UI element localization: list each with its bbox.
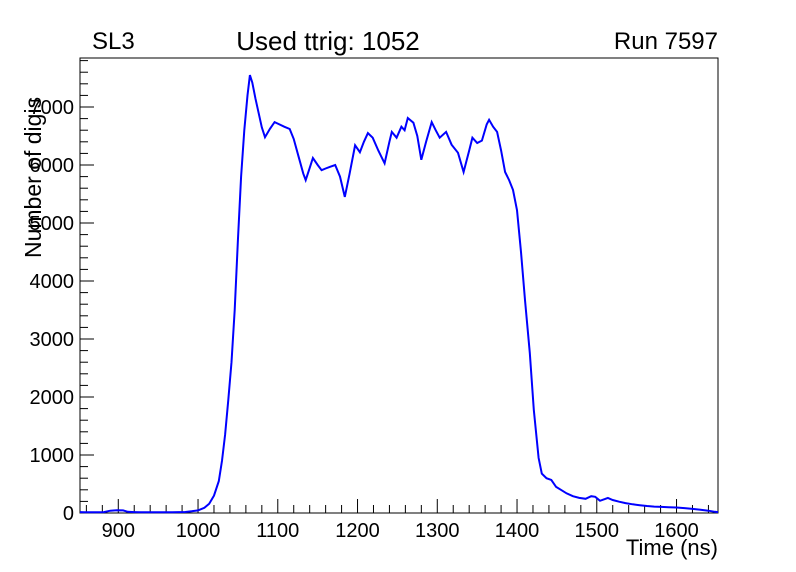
y-tick-label: 5000 (30, 213, 75, 235)
y-tick-label: 0 (63, 503, 74, 525)
x-tick-label: 1200 (335, 520, 380, 542)
x-axis-title: Time (ns) (625, 535, 718, 560)
y-tick-label: 6000 (30, 155, 75, 177)
x-tick-label: 1400 (495, 520, 540, 542)
superlayer-title: SL3 (92, 28, 135, 55)
series-drift-time-distribution (79, 74, 719, 514)
y-tick-label: 4000 (30, 271, 75, 293)
x-tick-label: 900 (102, 520, 135, 542)
y-tick-label: 1000 (30, 445, 75, 467)
x-tick-label: 1500 (575, 520, 620, 542)
x-tick-label: 1300 (415, 520, 460, 542)
plot-frame (79, 57, 719, 514)
x-tick-label: 1100 (256, 520, 299, 542)
y-tick-label: 7000 (30, 97, 75, 119)
y-tick-label: 3000 (30, 329, 75, 351)
y-tick-label: 2000 (30, 387, 75, 409)
ttrig-title: Used ttrig: 1052 (236, 26, 420, 56)
x-tick-label: 1000 (176, 520, 221, 542)
x-tick-label: 1600 (654, 520, 699, 542)
run-number-title: Run 7597 (613, 28, 718, 55)
